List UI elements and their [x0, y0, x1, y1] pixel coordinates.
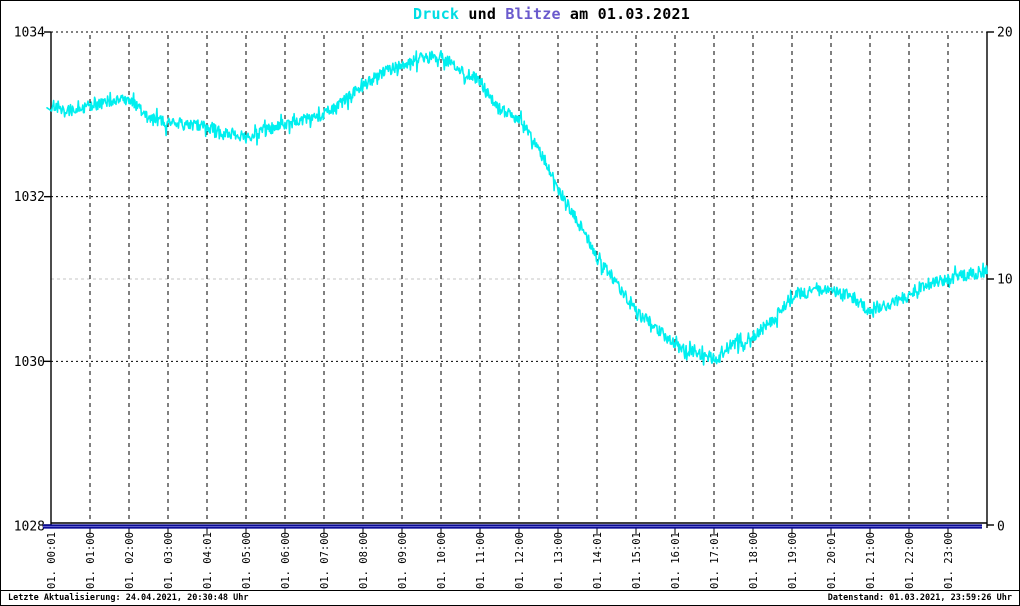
y-axis-label-left: 1034 [14, 26, 45, 41]
x-axis-label: 01. 23:00 [943, 532, 955, 589]
x-axis-label: 01. 09:00 [397, 532, 409, 589]
title-word-blitze: Blitze [505, 5, 561, 23]
y-axis-label-right: 20 [997, 26, 1013, 41]
x-axis-label: 01. 00:01 [46, 532, 58, 589]
x-axis-label: 01. 15:01 [631, 532, 643, 589]
x-axis-label: 01. 07:00 [319, 532, 331, 589]
x-axis-label: 01. 22:00 [904, 532, 916, 589]
x-axis-label: 01. 16:01 [670, 532, 682, 589]
y-axis-label-left: 1032 [14, 190, 45, 205]
x-axis-label: 01. 17:01 [709, 532, 721, 589]
x-axis-label: 01. 02:00 [124, 532, 136, 589]
x-axis-label: 01. 21:00 [865, 532, 877, 589]
x-axis-label: 01. 11:00 [475, 532, 487, 589]
title-date: am 01.03.2021 [560, 5, 690, 23]
x-axis-label: 01. 20:01 [826, 532, 838, 589]
title-word-druck: Druck [413, 5, 460, 23]
y-axis-label-left: 1030 [14, 355, 45, 370]
title-word-und: und [459, 5, 506, 23]
chart-title: Druck und Blitze am 01.03.2021 [413, 5, 690, 23]
x-axis-label: 01. 18:00 [748, 532, 760, 589]
x-axis-label: 01. 04:01 [202, 532, 214, 589]
footer-bar: Letzte Aktualisierung: 24.04.2021, 20:30… [1, 590, 1019, 605]
x-axis-label: 01. 14:01 [592, 532, 604, 589]
y-axis-label-right: 0 [997, 520, 1005, 535]
x-axis-label: 01. 05:00 [241, 532, 253, 589]
footer-data-state: Datenstand: 01.03.2021, 23:59:26 Uhr [827, 593, 1012, 603]
pressure-series-line [46, 50, 988, 366]
x-axis-label: 01. 13:00 [553, 532, 565, 589]
x-axis-label: 01. 10:00 [436, 532, 448, 589]
x-axis-label: 01. 03:00 [163, 532, 175, 589]
x-axis-label: 01. 19:00 [787, 532, 799, 589]
x-axis-label: 01. 08:00 [358, 532, 370, 589]
footer-last-update: Letzte Aktualisierung: 24.04.2021, 20:30… [8, 593, 249, 603]
x-axis-label: 01. 12:00 [514, 532, 526, 589]
y-axis-label-left: 1028 [14, 520, 45, 535]
x-axis-label: 01. 01:00 [85, 532, 97, 589]
y-axis-label-right: 10 [997, 273, 1013, 288]
x-axis-label: 01. 06:00 [280, 532, 292, 589]
